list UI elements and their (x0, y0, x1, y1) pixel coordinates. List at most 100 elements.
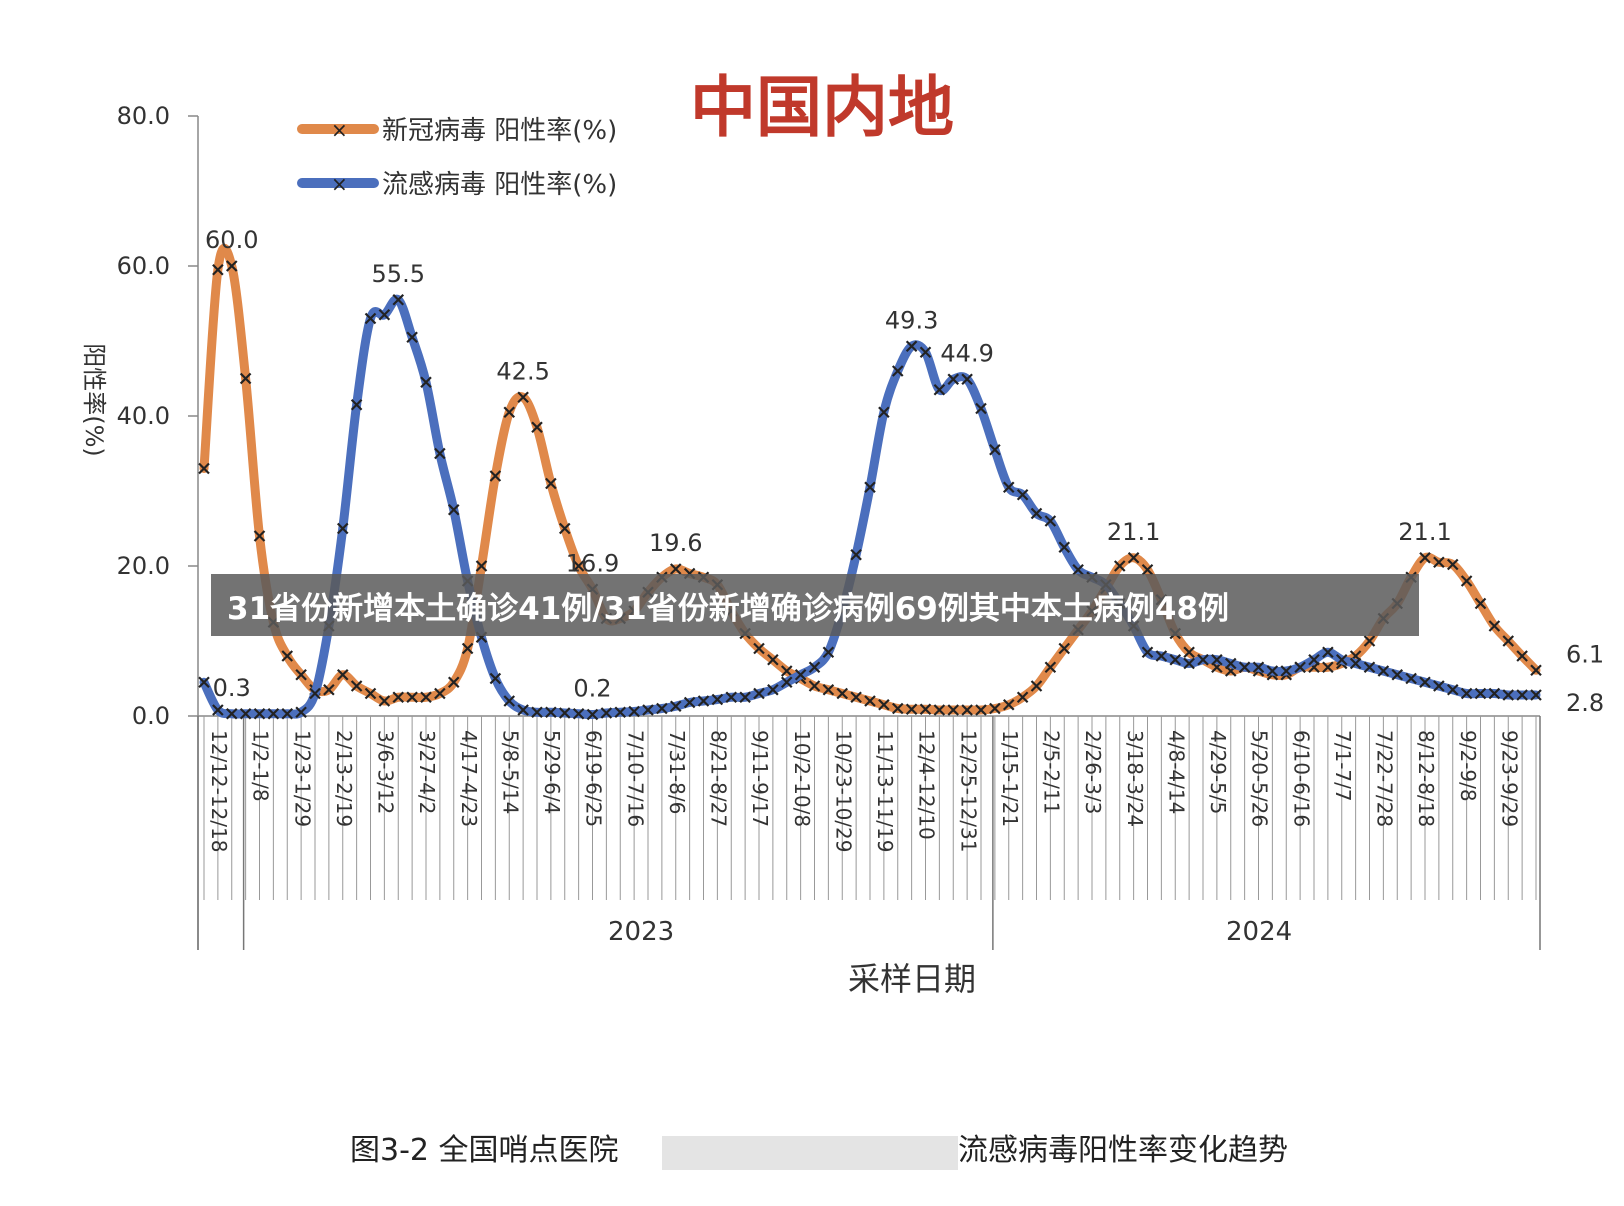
flu-point (1419, 676, 1431, 689)
y-tick-label: 20.0 (117, 552, 170, 580)
covid-point (503, 406, 516, 419)
chart-title: 中国内地 (690, 69, 954, 146)
covid-point (1016, 691, 1029, 704)
flu-point (656, 702, 668, 715)
flu-point (989, 443, 1001, 456)
flu-point (489, 672, 502, 685)
y-tick-label: 60.0 (117, 252, 170, 280)
caption: 图3-2 全国哨点医院 流感病毒阳性率变化趋势 (350, 1133, 1288, 1170)
covid-point (336, 668, 349, 681)
flu-point (642, 704, 654, 716)
flu-point (891, 365, 904, 377)
covid-point (1530, 664, 1542, 677)
flu-point (864, 481, 876, 494)
flu-point (1335, 653, 1348, 666)
flu-point (364, 312, 377, 325)
covid-point (350, 680, 363, 692)
flu-point (1405, 672, 1417, 685)
flu-point (572, 707, 585, 720)
covid-point (392, 691, 405, 704)
covid-point (947, 704, 960, 716)
series-line-flu (199, 294, 1541, 720)
covid-point (489, 470, 502, 482)
flu-point (503, 695, 516, 707)
covid-point (406, 691, 418, 704)
year-label-2024: 2024 (1226, 917, 1292, 947)
covid-point (933, 704, 946, 716)
x-tick-label: 3/27-4/2 (415, 730, 439, 814)
covid-point (447, 676, 460, 689)
flu-point (669, 700, 682, 713)
flu-point (267, 707, 280, 720)
flu-point (850, 548, 862, 561)
flu-point (517, 704, 529, 716)
flu-point (767, 683, 779, 696)
covid-point (198, 462, 210, 475)
flu-point (434, 447, 446, 460)
covid-point (1419, 551, 1431, 564)
x-tick-label: 3/6-3/12 (374, 730, 398, 814)
flu-point (808, 661, 821, 674)
covid-point (378, 695, 391, 707)
x-tick-label: 11/13-11/19 (873, 730, 897, 853)
flu-point (1266, 665, 1279, 677)
legend-label-covid: 新冠病毒 阳性率(%) (382, 116, 617, 146)
data-label: 21.1 (1398, 518, 1451, 546)
covid-point (1002, 698, 1015, 711)
covid-point (1502, 635, 1515, 647)
covid-point (975, 704, 987, 716)
covid-point (850, 691, 862, 704)
year-label-2023: 2023 (608, 917, 674, 947)
data-label: 6.1 (1566, 640, 1604, 668)
y-axis-title: 阳性率(%) (80, 343, 108, 457)
flu-point (392, 293, 405, 306)
flu-point (1349, 657, 1362, 670)
covid-point (822, 683, 835, 696)
covid-point (531, 421, 543, 434)
x-tick-label: 7/1-7/7 (1331, 730, 1355, 802)
x-tick-label: 6/10-6/16 (1289, 730, 1313, 827)
data-label: 19.6 (649, 529, 702, 557)
flu-point (1058, 541, 1071, 554)
covid-point (891, 702, 904, 715)
caption-tail: 流感病毒阳性率变化趋势 (958, 1133, 1288, 1168)
x-tick-label: 10/2-10/8 (790, 730, 814, 827)
flu-point (947, 373, 960, 386)
covid-point (767, 653, 779, 666)
flu-point (1294, 661, 1306, 674)
legend-label-flu: 流感病毒 阳性率(%) (382, 170, 617, 200)
flu-point (794, 668, 807, 681)
y-axis-label: 阳性率(%) (80, 343, 108, 457)
flu-point (1224, 657, 1237, 670)
x-tick-label: 2/13-2/19 (332, 730, 356, 827)
data-label: 60.0 (205, 226, 258, 254)
covid-point (572, 560, 585, 572)
flu-point (1141, 646, 1154, 659)
covid-point (1322, 661, 1334, 674)
flu-point (253, 707, 266, 720)
x-tick-label: 1/23-1/29 (290, 730, 314, 827)
flu-point (725, 691, 738, 704)
flu-point (1252, 661, 1265, 674)
data-label: 42.5 (496, 357, 549, 385)
flu-point (614, 706, 627, 719)
flu-point (1211, 653, 1223, 666)
y-tick-label: 0.0 (132, 702, 170, 730)
flu-point (198, 676, 210, 689)
x-tick-label: 8/12-8/18 (1414, 730, 1438, 827)
covid-point (753, 642, 765, 655)
covid-point (253, 530, 266, 542)
flu-point (1016, 488, 1029, 501)
data-labels: 60.0 0.3 55.5 42.5 0.2 16.9 19.6 49.344.9 21.1 21… (205, 226, 1604, 717)
y-tick-label: 40.0 (117, 402, 170, 430)
data-label: 0.3 (213, 674, 251, 702)
data-label: 55.5 (372, 260, 425, 288)
flu-point (1044, 515, 1057, 527)
x-tick-label: 2/5-2/11 (1040, 730, 1064, 814)
x-tick-label: 9/2-9/8 (1456, 730, 1480, 802)
flu-point (1460, 687, 1473, 700)
x-tick-label: 8/21-8/27 (707, 730, 731, 827)
flu-point (1516, 689, 1528, 701)
covid-point (1516, 650, 1528, 662)
